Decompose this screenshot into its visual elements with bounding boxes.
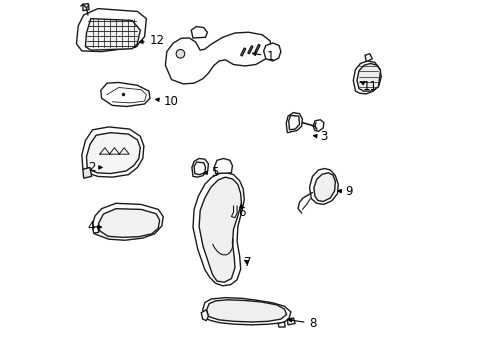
Polygon shape: [194, 162, 205, 175]
Text: 3: 3: [314, 130, 328, 144]
Text: 9: 9: [338, 185, 353, 198]
Polygon shape: [191, 27, 207, 38]
Polygon shape: [82, 127, 144, 177]
Polygon shape: [207, 300, 287, 322]
Polygon shape: [313, 120, 324, 131]
Polygon shape: [241, 48, 245, 56]
Text: 10: 10: [156, 95, 179, 108]
Text: 1: 1: [252, 50, 274, 63]
Polygon shape: [264, 43, 281, 61]
Polygon shape: [357, 63, 381, 91]
Polygon shape: [83, 167, 92, 178]
Polygon shape: [87, 133, 140, 174]
Polygon shape: [289, 116, 299, 130]
Polygon shape: [229, 191, 239, 202]
Polygon shape: [278, 322, 285, 327]
Text: 4: 4: [88, 220, 101, 233]
Polygon shape: [255, 44, 260, 52]
Text: 12: 12: [140, 34, 165, 48]
Polygon shape: [83, 4, 89, 11]
Text: 6: 6: [238, 204, 245, 220]
Polygon shape: [365, 54, 372, 62]
Polygon shape: [98, 209, 160, 237]
Polygon shape: [199, 177, 242, 282]
Polygon shape: [215, 158, 232, 174]
Polygon shape: [101, 82, 150, 107]
Polygon shape: [203, 298, 291, 325]
Polygon shape: [93, 226, 98, 233]
Polygon shape: [248, 46, 253, 54]
Text: 11: 11: [360, 80, 378, 93]
Polygon shape: [166, 32, 271, 84]
Polygon shape: [287, 318, 295, 325]
Polygon shape: [353, 61, 381, 94]
Polygon shape: [310, 168, 338, 204]
Polygon shape: [93, 203, 163, 240]
Polygon shape: [76, 9, 147, 51]
Text: 2: 2: [88, 161, 102, 174]
Polygon shape: [286, 113, 302, 133]
Text: 7: 7: [244, 256, 252, 269]
Circle shape: [176, 49, 185, 58]
Polygon shape: [314, 173, 335, 202]
Text: 8: 8: [289, 317, 317, 330]
Text: 5: 5: [204, 166, 218, 179]
Polygon shape: [193, 173, 245, 286]
Polygon shape: [226, 188, 242, 206]
Polygon shape: [85, 19, 140, 50]
Polygon shape: [192, 158, 208, 177]
Polygon shape: [201, 310, 208, 320]
